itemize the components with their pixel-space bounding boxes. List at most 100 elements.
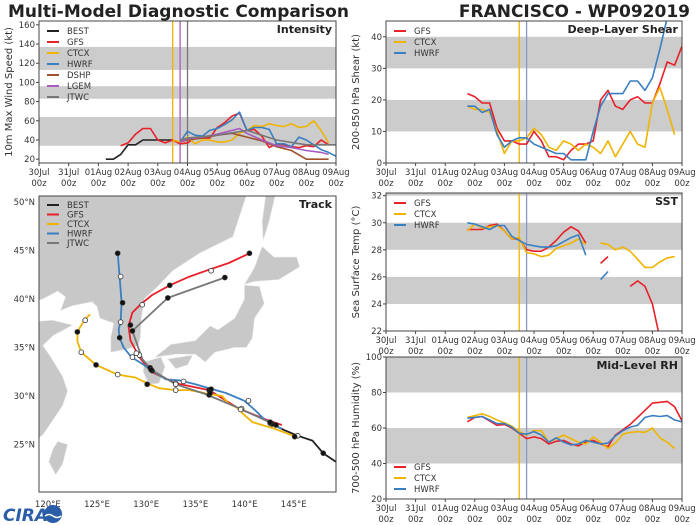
y-tick-label: 30: [371, 64, 382, 74]
shaded-band: [386, 276, 682, 304]
x-tick-label: 03Aug: [491, 504, 518, 514]
land-sakhalin: [261, 196, 276, 241]
series-line-hwrf: [179, 111, 336, 158]
x-tick-label: 07Aug: [609, 168, 636, 178]
y-tick-label: 20: [371, 495, 382, 505]
panel-title: Mid-Level RH: [596, 359, 678, 372]
lat-tick-label: 35°N: [14, 343, 35, 353]
lon-tick-label: 120°E: [35, 500, 61, 510]
panel-title: Track: [299, 198, 333, 211]
x-tick-label: 07Aug: [609, 336, 636, 346]
map-area: [39, 196, 336, 476]
x-tick-hour-label: 00z: [239, 179, 255, 189]
cira-logo-text: CIRA: [3, 506, 48, 525]
legend-label-dshp: DSHP: [67, 71, 90, 81]
x-tick-label: 09Aug: [668, 168, 695, 178]
y-tick-label: 10: [371, 127, 382, 137]
x-tick-label: 05Aug: [550, 504, 577, 514]
x-tick-hour-label: 00z: [378, 179, 394, 189]
lat-tick-label: 25°N: [14, 440, 35, 450]
track-line-jtwc: [131, 276, 272, 423]
x-tick-hour-label: 00z: [586, 179, 602, 189]
x-tick-hour-label: 00z: [645, 515, 661, 525]
rh-panel: 2040608010030Jul00z31Jul00z01Aug00z02Aug…: [351, 353, 696, 525]
track-marker-ctcx: [93, 362, 99, 368]
x-tick-label: 01Aug: [431, 168, 458, 178]
track-marker-ctcx: [114, 371, 121, 378]
series-line-ctcx: [467, 412, 676, 450]
x-tick-hour-label: 00z: [299, 179, 315, 189]
y-tick-label: 28: [371, 246, 382, 256]
x-tick-label: 04Aug: [174, 168, 201, 178]
land-honshu: [153, 284, 265, 363]
shaded-band: [386, 193, 682, 196]
land-hokkaido: [243, 245, 300, 285]
legend-label-gfs: GFS: [67, 211, 84, 221]
track-marker-ctcx: [74, 329, 81, 335]
y-tick-label: 40: [371, 33, 382, 43]
y-tick-label: 160: [19, 21, 35, 31]
lat-tick-label: 30°N: [14, 392, 35, 402]
x-tick-hour-label: 00z: [91, 179, 107, 189]
track-marker-jtwc: [172, 381, 179, 388]
x-tick-hour-label: 00z: [328, 179, 344, 189]
x-tick-hour-label: 00z: [408, 515, 424, 525]
x-tick-label: 31Jul: [58, 168, 79, 178]
y-axis-label: 10m Max Wind Speed (kt): [4, 27, 15, 157]
legend-label-lgem: LGEM: [67, 82, 91, 92]
x-tick-label: 02Aug: [461, 504, 488, 514]
track-marker-hwrf: [245, 397, 252, 404]
x-tick-hour-label: 00z: [645, 347, 661, 357]
series-line-ctcx: [466, 223, 587, 258]
shaded-band: [386, 36, 682, 69]
x-tick-label: 01Aug: [85, 168, 112, 178]
y-tick-label: 26: [371, 273, 382, 283]
y-tick-label: 20: [24, 155, 35, 165]
x-tick-hour-label: 00z: [674, 515, 690, 525]
legend-label-ctcx: CTCX: [414, 38, 437, 48]
x-tick-hour-label: 00z: [586, 347, 602, 357]
series-line-jtwc: [179, 129, 336, 146]
x-tick-label: 08Aug: [639, 504, 666, 514]
x-tick-hour-label: 00z: [497, 515, 513, 525]
y-tick-label: 60: [371, 424, 382, 434]
cira-wave-icon: [44, 513, 62, 519]
x-tick-hour-label: 00z: [497, 347, 513, 357]
legend-label-gfs: GFS: [67, 38, 84, 48]
plot-area: [386, 357, 682, 499]
x-tick-hour-label: 00z: [497, 179, 513, 189]
series-line-gfs: [600, 256, 609, 264]
track-marker-jtwc: [165, 295, 171, 301]
land-mainland-asia: [39, 196, 247, 439]
x-tick-label: 05Aug: [550, 168, 577, 178]
x-tick-hour-label: 00z: [31, 179, 47, 189]
shaded-band: [386, 428, 682, 464]
x-tick-label: 09Aug: [668, 336, 695, 346]
legend-label-hwrf: HWRF: [414, 485, 440, 495]
figure-title: Multi-Model Diagnostic Comparison: [8, 2, 349, 22]
x-tick-label: 03Aug: [144, 168, 171, 178]
y-tick-label: 100: [366, 353, 382, 363]
track-marker-jtwc: [222, 274, 228, 281]
legend-label-hwrf: HWRF: [67, 60, 93, 70]
track-marker-hwrf: [129, 354, 136, 360]
lon-tick-label: 140°E: [232, 500, 258, 510]
track-marker-hwrf: [114, 250, 121, 257]
x-tick-label: 31Jul: [405, 504, 426, 514]
land-shikoku: [167, 354, 193, 370]
x-tick-label: 08Aug: [639, 168, 666, 178]
lat-tick-label: 45°N: [14, 246, 35, 256]
series-line-best: [105, 139, 173, 160]
x-tick-hour-label: 00z: [615, 347, 631, 357]
x-tick-hour-label: 00z: [408, 179, 424, 189]
x-tick-hour-label: 00z: [180, 179, 196, 189]
y-axis-label: 700-500 hPa Humidity (%): [351, 362, 362, 494]
series-line-gfs: [120, 112, 330, 149]
track-marker-jtwc: [148, 366, 154, 373]
track-marker-gfs: [139, 301, 146, 308]
track-marker-jtwc: [129, 328, 136, 334]
x-tick-hour-label: 00z: [378, 347, 394, 357]
x-tick-label: 08Aug: [293, 168, 320, 178]
y-tick-label: 100: [19, 78, 35, 88]
